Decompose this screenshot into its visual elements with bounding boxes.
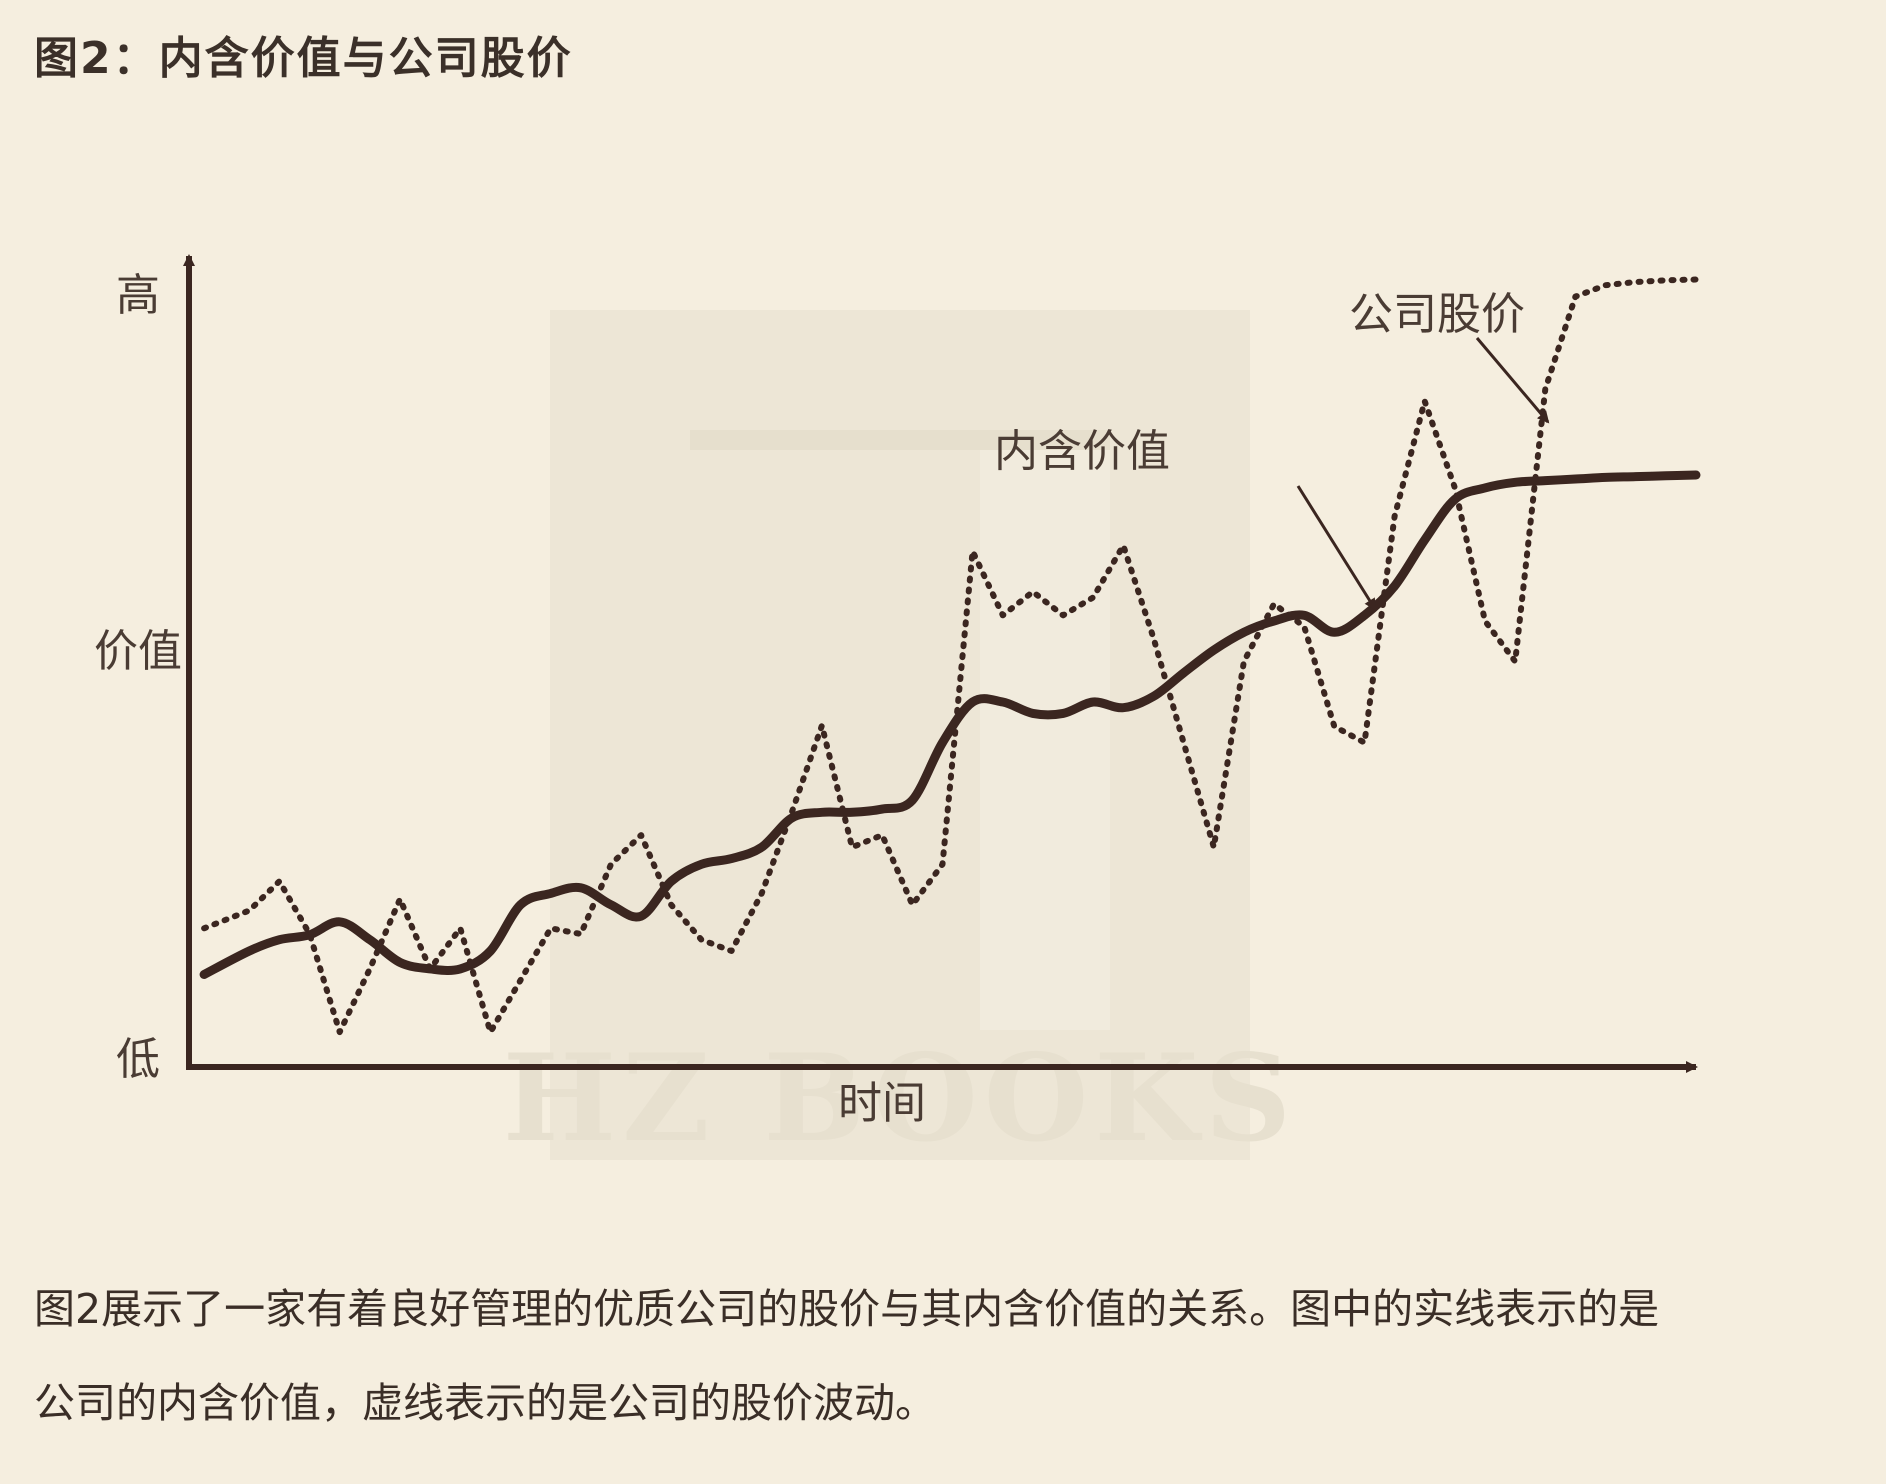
- caption-line-1: 图2展示了一家有着良好管理的优质公司的股价与其内含价值的关系。图中的实线表示的是: [34, 1285, 1660, 1333]
- watermark: HZ BOOKS: [503, 310, 1297, 1169]
- watermark-text: HZ BOOKS: [503, 1028, 1297, 1169]
- y-low-label: 低: [116, 1034, 160, 1085]
- annotation-arrow-stock-price: [1475, 337, 1550, 424]
- figure-title: 图2：内含价值与公司股价: [34, 33, 573, 84]
- caption: 图2展示了一家有着良好管理的优质公司的股价与其内含价值的关系。图中的实线表示的是…: [34, 1262, 1854, 1450]
- annotation-arrow-intrinsic-value: [1296, 485, 1377, 611]
- chart: HZ BOOKS 高 价值 低 时间 内含价值 公司股价: [94, 254, 1701, 1169]
- annotation-intrinsic-value: 内含价值: [994, 426, 1170, 477]
- x-axis-label: 时间: [838, 1078, 926, 1129]
- y-high-label: 高: [116, 270, 160, 321]
- caption-line-2: 公司的内含价值，虚线表示的是公司的股价波动。: [34, 1379, 936, 1427]
- y-axis-label: 价值: [94, 626, 182, 677]
- series-line-stock-price: [201, 276, 1699, 1036]
- annotation-stock-price: 公司股价: [1349, 289, 1525, 340]
